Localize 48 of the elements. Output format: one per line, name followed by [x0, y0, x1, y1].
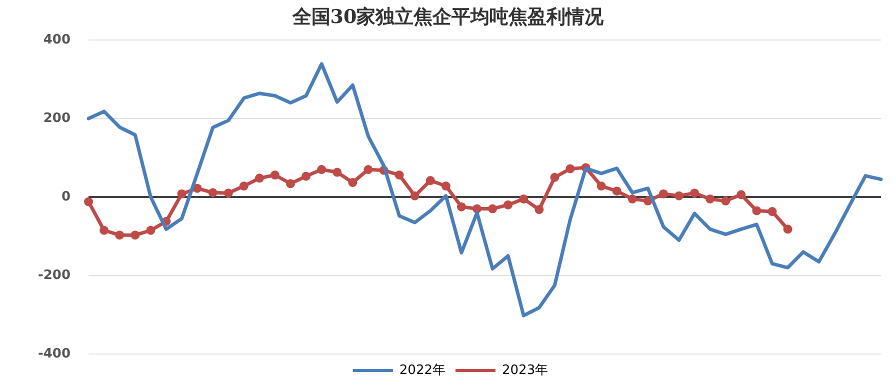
point	[84, 197, 94, 206]
point	[721, 196, 730, 206]
point	[504, 200, 513, 210]
point	[534, 205, 544, 214]
y-tick-label: 0	[61, 189, 71, 204]
point	[441, 182, 450, 191]
point	[286, 179, 296, 188]
point	[783, 224, 792, 234]
point	[566, 164, 575, 174]
point	[332, 168, 342, 177]
point	[364, 165, 373, 174]
point	[239, 182, 248, 191]
y-tick-label: -200	[38, 268, 71, 283]
point	[596, 182, 606, 191]
point	[224, 188, 233, 198]
point	[146, 226, 156, 235]
point	[456, 202, 466, 212]
point	[612, 186, 622, 196]
point	[100, 226, 109, 235]
point	[130, 230, 140, 240]
point	[270, 170, 280, 180]
legend-label: 2022年	[399, 362, 446, 378]
point	[736, 190, 746, 200]
point	[177, 189, 186, 198]
point	[706, 194, 715, 204]
point	[768, 207, 777, 216]
point	[674, 191, 684, 200]
point	[628, 194, 637, 204]
point	[550, 172, 560, 182]
point	[690, 188, 700, 198]
point	[658, 189, 668, 198]
point	[254, 174, 264, 183]
point	[394, 170, 404, 180]
point	[488, 204, 498, 214]
point	[208, 188, 218, 198]
point	[317, 165, 326, 174]
legend-label: 2023年	[502, 362, 548, 378]
point	[302, 172, 311, 181]
y-tick-label: 400	[43, 32, 71, 48]
point	[426, 176, 435, 186]
point	[752, 206, 762, 216]
y-tick-label: -400	[38, 346, 71, 362]
point	[348, 178, 358, 187]
point	[410, 191, 420, 200]
point	[115, 230, 124, 240]
point	[519, 194, 528, 204]
chart-title: 全国30家独立焦企平均吨焦盈利情况	[291, 5, 605, 30]
y-tick-label: 200	[43, 110, 71, 126]
